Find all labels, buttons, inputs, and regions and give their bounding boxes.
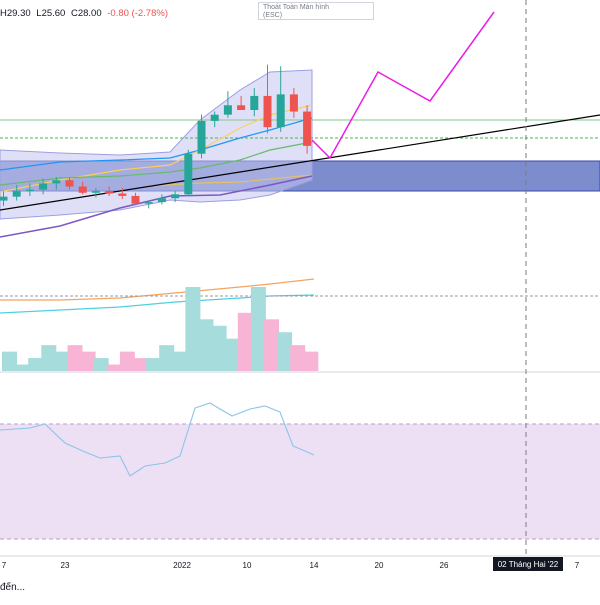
volume-bar[interactable] bbox=[211, 325, 227, 371]
volume-bar[interactable] bbox=[198, 319, 214, 371]
ma-purple bbox=[0, 175, 313, 238]
bottom-text: đến... bbox=[0, 582, 26, 593]
exit-fullscreen-tooltip: Thoát Toàn Màn hình (ESC) bbox=[258, 2, 374, 20]
volume-bar[interactable] bbox=[80, 351, 96, 371]
volume-bar[interactable] bbox=[41, 345, 57, 371]
ohlc-legend: H29.30 L25.60 C28.00 -0.80 (-2.78%) bbox=[0, 8, 171, 19]
trendline[interactable] bbox=[0, 114, 600, 211]
volume-bar[interactable] bbox=[15, 364, 31, 371]
volume-bar[interactable] bbox=[237, 312, 253, 371]
volume-bar[interactable] bbox=[133, 358, 148, 371]
candle-up[interactable] bbox=[91, 191, 100, 193]
x-axis: 7 23 2022 10 14 20 26 7 bbox=[2, 561, 580, 570]
x-tick-label: 14 bbox=[310, 561, 319, 570]
volume-bar[interactable] bbox=[277, 332, 293, 371]
high-value: H29.30 bbox=[0, 8, 31, 19]
crosshair-label: 02 Tháng Hai '22 bbox=[498, 560, 559, 569]
volume-bar[interactable] bbox=[2, 351, 17, 371]
candle-up[interactable] bbox=[157, 198, 166, 203]
volume-bar[interactable] bbox=[224, 338, 240, 371]
candle-down[interactable] bbox=[263, 95, 272, 128]
rsi-band bbox=[0, 424, 600, 539]
candle-up[interactable] bbox=[223, 105, 232, 115]
volume-bar[interactable] bbox=[67, 345, 83, 371]
candles-group bbox=[0, 64, 312, 209]
candle-up[interactable] bbox=[171, 194, 180, 199]
volume-bar[interactable] bbox=[159, 345, 175, 371]
volume-group bbox=[2, 287, 319, 371]
candle-down[interactable] bbox=[105, 191, 114, 194]
candle-down[interactable] bbox=[131, 195, 140, 204]
x-tick-label: 7 bbox=[2, 561, 7, 570]
change-value: -0.80 (-2.78%) bbox=[107, 8, 168, 19]
candle-down[interactable] bbox=[303, 111, 312, 146]
volume-bar[interactable] bbox=[264, 319, 279, 371]
x-tick-label: 10 bbox=[243, 561, 252, 570]
volume-bar[interactable] bbox=[303, 351, 319, 371]
candle-up[interactable] bbox=[39, 183, 48, 190]
low-value: L25.60 bbox=[36, 8, 66, 19]
volume-bar[interactable] bbox=[185, 287, 201, 371]
volume-ma-cyan bbox=[0, 294, 315, 314]
candle-down[interactable] bbox=[289, 94, 298, 112]
candle-down[interactable] bbox=[118, 193, 127, 196]
candle-up[interactable] bbox=[144, 202, 153, 204]
ma-orange bbox=[149, 174, 313, 187]
volume-bar[interactable] bbox=[106, 364, 122, 371]
volume-bar[interactable] bbox=[54, 351, 70, 371]
x-tick-label: 23 bbox=[61, 561, 70, 570]
candle-up[interactable] bbox=[184, 153, 193, 195]
volume-bar[interactable] bbox=[119, 351, 135, 371]
candle-up[interactable] bbox=[250, 95, 259, 110]
x-tick-label: 26 bbox=[440, 561, 449, 570]
volume-bar[interactable] bbox=[250, 287, 266, 371]
x-tick-label: 2022 bbox=[173, 561, 191, 570]
candle-down[interactable] bbox=[65, 180, 74, 187]
candle-up[interactable] bbox=[12, 191, 21, 197]
bollinger-band-fill bbox=[0, 69, 313, 220]
volume-bar[interactable] bbox=[93, 358, 109, 371]
volume-bar[interactable] bbox=[290, 345, 306, 371]
volume-bar[interactable] bbox=[28, 358, 44, 371]
crosshair-label-bg bbox=[493, 557, 563, 571]
rsi-line bbox=[0, 402, 315, 477]
projection-path[interactable] bbox=[311, 11, 495, 160]
candle-up[interactable] bbox=[210, 114, 219, 121]
tooltip-line2: (ESC) bbox=[263, 12, 283, 19]
volume-ma-orange bbox=[0, 278, 315, 301]
volume-bar[interactable] bbox=[172, 351, 188, 371]
candle-up[interactable] bbox=[52, 180, 61, 184]
x-tick-label: 7 bbox=[575, 561, 580, 570]
candle-down[interactable] bbox=[237, 105, 246, 110]
tooltip-line1: Thoát Toàn Màn hình bbox=[263, 4, 330, 11]
candle-up[interactable] bbox=[197, 120, 206, 154]
candle-up[interactable] bbox=[276, 94, 285, 128]
x-tick-label: 20 bbox=[375, 561, 384, 570]
candle-up[interactable] bbox=[0, 196, 8, 201]
volume-bar[interactable] bbox=[146, 358, 162, 371]
candle-up[interactable] bbox=[25, 189, 34, 192]
candle-down[interactable] bbox=[78, 186, 87, 193]
close-value: C28.00 bbox=[70, 8, 102, 19]
